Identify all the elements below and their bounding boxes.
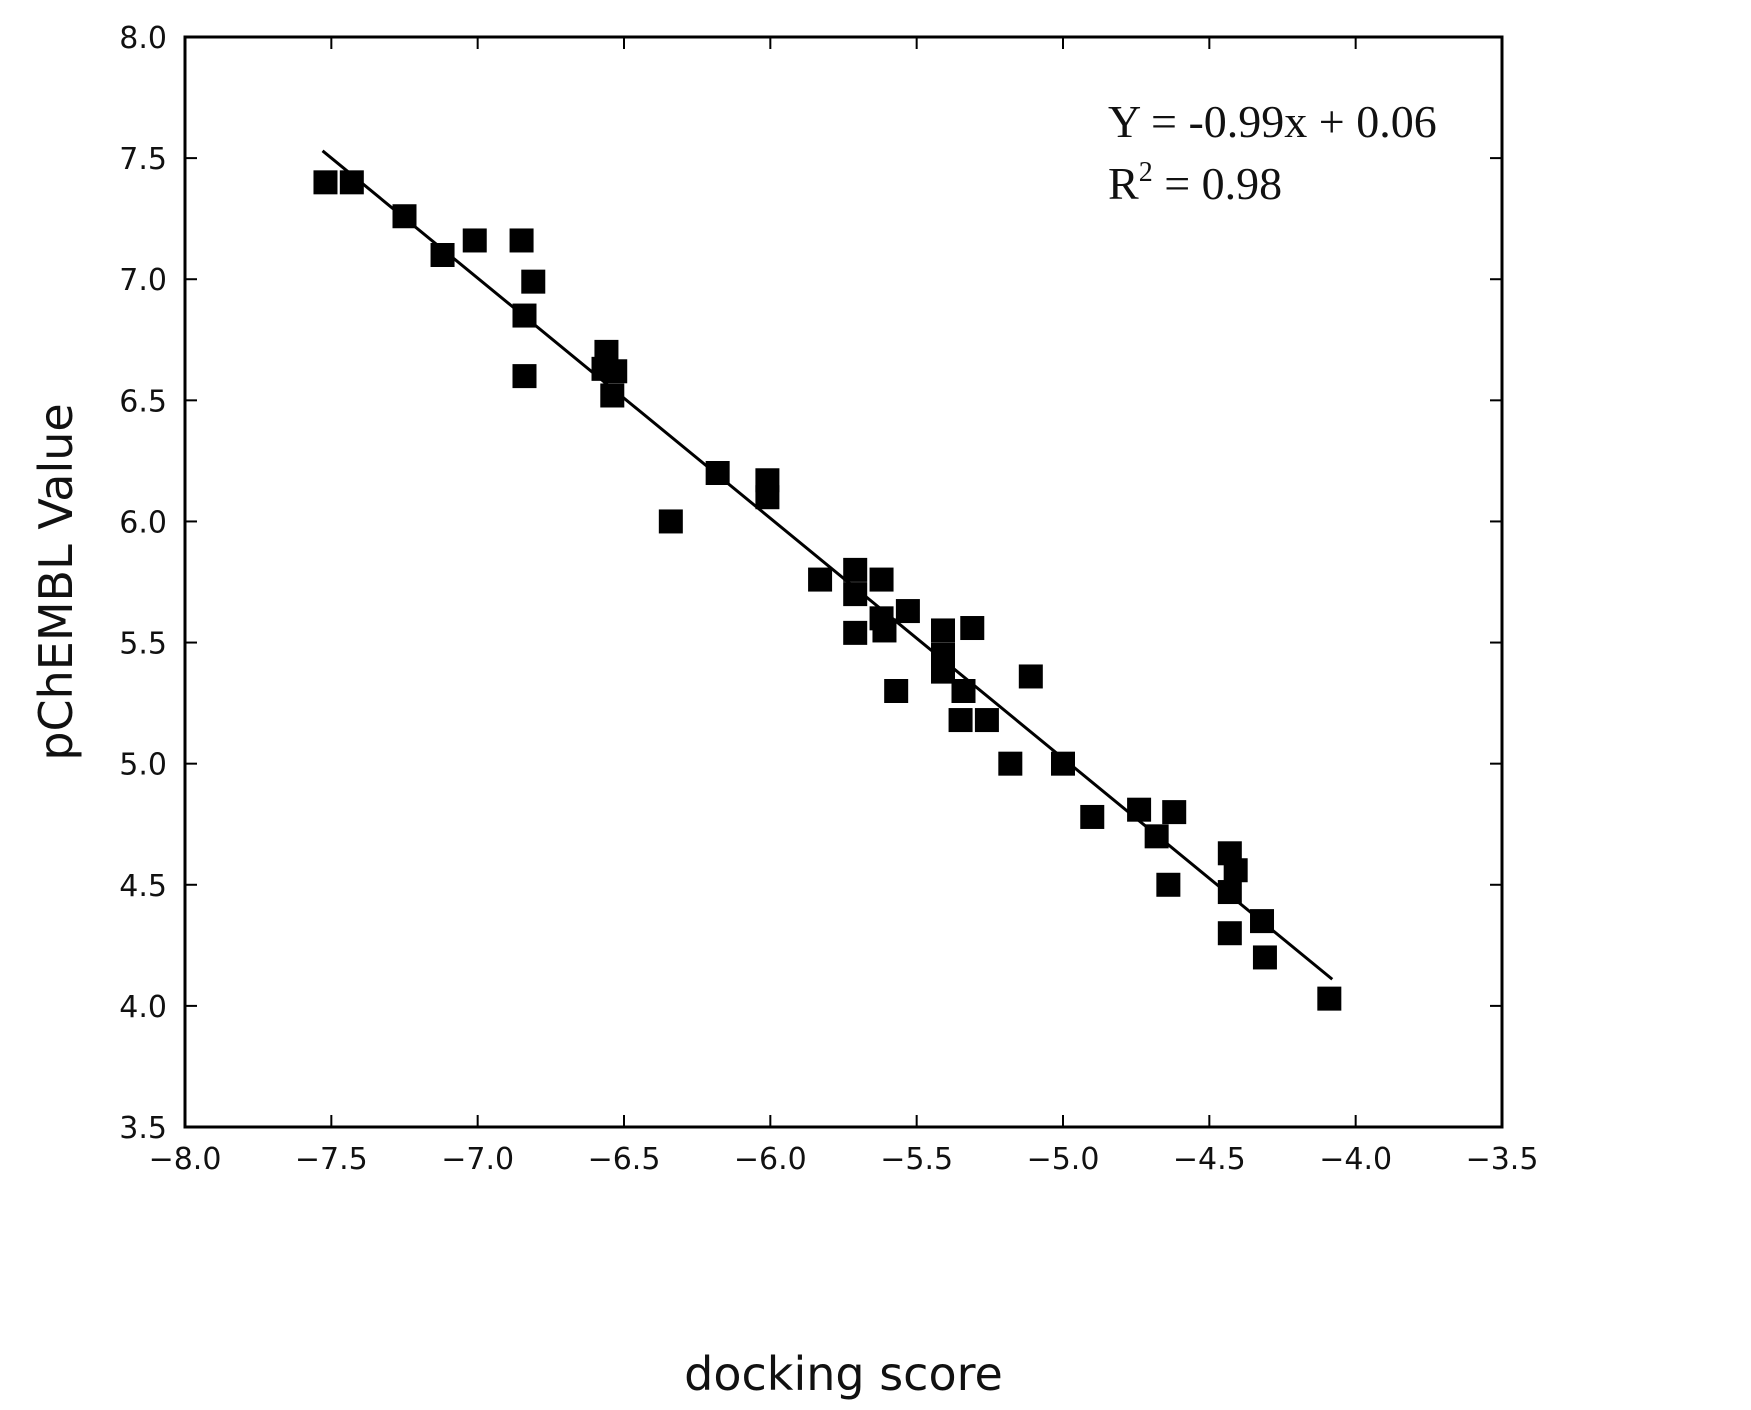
plot-frame	[183, 35, 1504, 1129]
data-point	[313, 170, 338, 195]
data-point	[1144, 824, 1169, 849]
x-tick-label: −5.5	[880, 1142, 953, 1177]
x-axis-title: docking score	[684, 1347, 1003, 1401]
data-point	[931, 659, 956, 684]
data-point	[872, 618, 897, 643]
y-tick-label: 4.0	[119, 990, 167, 1025]
data-point	[462, 228, 487, 253]
r2-superscript: 2	[1139, 157, 1153, 188]
data-point	[603, 359, 628, 384]
data-point	[1250, 909, 1275, 934]
data-point	[339, 170, 364, 195]
regression-equation: Y = -0.99x + 0.06	[1108, 96, 1437, 147]
data-point	[843, 620, 868, 645]
y-tick-label: 6.0	[119, 505, 167, 540]
x-tick-label: −3.5	[1466, 1142, 1539, 1177]
y-tick-label: 7.5	[119, 142, 167, 177]
y-tick-label: 8.0	[119, 21, 167, 56]
data-point	[884, 679, 909, 703]
data-point	[1223, 858, 1248, 883]
data-point	[1127, 797, 1152, 822]
data-point	[600, 383, 625, 408]
data-points	[313, 170, 1342, 1011]
y-axis: 3.5 4.0 4.5 5.0 5.5 6.0 6.5 7.0 7.5 8.0	[119, 21, 1502, 1146]
x-tick-label: −6.0	[734, 1142, 807, 1177]
data-point	[843, 582, 868, 607]
data-point	[895, 599, 920, 624]
x-tick-label: −7.0	[441, 1142, 514, 1177]
r2-prefix: R	[1108, 158, 1139, 209]
regression-line	[321, 149, 1334, 981]
data-point	[1217, 880, 1242, 905]
data-point	[1252, 945, 1277, 970]
y-axis-title: pChEMBL Value	[29, 403, 83, 760]
data-point	[1051, 751, 1075, 776]
x-tick-label: −6.5	[588, 1142, 661, 1177]
data-point	[948, 708, 973, 733]
data-point	[1217, 921, 1242, 946]
data-point	[931, 618, 956, 643]
y-tick-label: 6.5	[119, 384, 167, 419]
data-point	[392, 204, 417, 229]
data-point	[755, 485, 780, 510]
data-point	[430, 243, 455, 267]
data-point	[808, 567, 833, 592]
data-point	[512, 303, 537, 328]
x-tick-label: −7.5	[295, 1142, 368, 1177]
data-point	[521, 269, 546, 294]
data-point	[512, 364, 537, 389]
y-tick-label: 5.0	[119, 748, 167, 783]
y-tick-label: 7.0	[119, 263, 167, 298]
y-tick-label: 3.5	[119, 1111, 167, 1146]
x-tick-label: −4.0	[1319, 1142, 1392, 1177]
y-tick-label: 5.5	[119, 627, 167, 662]
x-axis: −8.0 −7.5 −7.0 −6.5 −6.0 −5.5 −5.0 −4.5 −4.0 −3.5	[149, 37, 1539, 1177]
data-point	[869, 567, 894, 592]
x-tick-label: −5.0	[1027, 1142, 1100, 1177]
data-point	[1080, 804, 1105, 829]
data-point	[509, 228, 534, 253]
plot-area	[183, 35, 1504, 1129]
data-point	[951, 679, 976, 703]
data-point	[658, 509, 683, 534]
y-tick-label: 4.5	[119, 869, 167, 904]
x-tick-label: −8.0	[149, 1142, 222, 1177]
data-point	[843, 557, 868, 582]
data-point	[974, 708, 999, 733]
r-squared-annotation: R2 = 0.98	[1108, 157, 1282, 209]
data-point	[1162, 800, 1187, 825]
data-point	[960, 616, 985, 641]
r2-value: = 0.98	[1153, 158, 1282, 209]
regression-line-group	[321, 149, 1334, 981]
data-point	[705, 461, 730, 485]
data-point	[998, 751, 1023, 776]
data-point	[1156, 872, 1181, 897]
x-tick-label: −4.5	[1173, 1142, 1246, 1177]
data-point	[1317, 986, 1342, 1011]
data-point	[1018, 664, 1043, 689]
